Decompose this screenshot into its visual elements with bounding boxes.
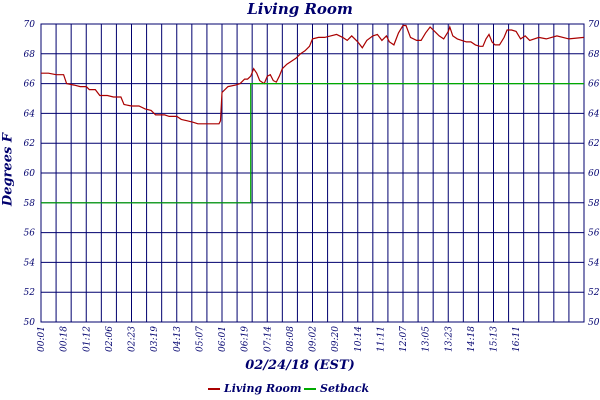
x-tick-label: 12:07 — [399, 326, 409, 352]
x-tick-label: 14:18 — [467, 326, 477, 352]
x-tick-label: 02:06 — [105, 326, 115, 352]
x-tick-label: 04:13 — [173, 326, 183, 352]
legend-item-setback: Setback — [304, 382, 369, 395]
y-tick-label-right: 52 — [588, 288, 600, 298]
x-tick-label: 08:08 — [286, 326, 296, 352]
y-tick-label-right: 54 — [588, 258, 600, 268]
y-ticks-right: 50 52 54 56 58 60 62 64 66 68 70 — [588, 20, 600, 328]
y-tick-label-left: 62 — [24, 139, 36, 149]
legend: Living Room Setback — [0, 382, 600, 398]
grid — [40, 23, 585, 323]
y-axis-label: Degrees F — [0, 132, 16, 207]
y-tick-label-left: 70 — [24, 20, 36, 30]
x-tick-label: 06:01 — [218, 326, 228, 352]
y-tick-label-left: 64 — [24, 109, 36, 119]
y-tick-label-left: 66 — [24, 80, 36, 90]
x-tick-label: 01:12 — [82, 326, 92, 352]
x-tick-label: 11:11 — [376, 326, 386, 352]
y-tick-label-right: 68 — [588, 50, 600, 60]
y-tick-label-right: 60 — [588, 169, 600, 179]
chart-title: Living Room — [247, 0, 353, 18]
y-tick-label-left: 52 — [24, 288, 36, 298]
series-layer — [41, 24, 585, 204]
y-tick-label-left: 50 — [24, 318, 36, 328]
y-tick-label-left: 58 — [24, 199, 36, 209]
y-tick-label-right: 62 — [588, 139, 600, 149]
legend-swatch-living-room — [208, 387, 220, 390]
x-tick-label: 13:05 — [422, 326, 432, 352]
series-line-setback — [41, 83, 584, 204]
y-tick-label-left: 60 — [24, 169, 36, 179]
y-tick-label-right: 64 — [588, 109, 600, 119]
x-tick-label: 07:14 — [263, 326, 273, 352]
y-tick-label-right: 58 — [588, 199, 600, 209]
legend-item-living-room: Living Room — [208, 382, 301, 395]
x-tick-label: 16:11 — [512, 326, 522, 352]
legend-swatch-setback — [304, 387, 316, 390]
x-tick-label: 02:23 — [128, 326, 138, 352]
y-tick-label-left: 54 — [24, 258, 36, 268]
x-tick-label: 15:13 — [490, 326, 500, 352]
legend-label-setback: Setback — [320, 382, 370, 395]
y-ticks-left: 50 52 54 56 58 60 62 64 66 68 70 — [24, 20, 36, 328]
x-ticks: 00:01 00:18 01:12 02:06 02:23 03:19 04:13 05:07… — [37, 326, 522, 352]
x-tick-label: 05:07 — [195, 326, 205, 352]
y-tick-label-left: 56 — [24, 229, 36, 239]
y-tick-label-right: 50 — [588, 318, 600, 328]
x-tick-label: 09:20 — [331, 326, 341, 352]
x-tick-label: 03:19 — [150, 326, 160, 352]
x-tick-label: 09:02 — [309, 326, 319, 352]
x-tick-label: 13:23 — [444, 326, 454, 352]
x-axis-label: 02/24/18 (EST) — [245, 358, 355, 373]
x-tick-label: 00:18 — [60, 326, 70, 352]
y-tick-label-right: 70 — [588, 20, 600, 30]
x-tick-label: 10:14 — [354, 326, 364, 352]
series-line-living-room — [41, 24, 585, 125]
x-tick-label: 00:01 — [37, 326, 47, 352]
y-tick-label-right: 56 — [588, 229, 600, 239]
legend-label-living-room: Living Room — [224, 382, 302, 395]
y-tick-label-right: 66 — [588, 80, 600, 90]
y-tick-label-left: 68 — [24, 50, 36, 60]
x-tick-label: 06:19 — [241, 326, 251, 352]
